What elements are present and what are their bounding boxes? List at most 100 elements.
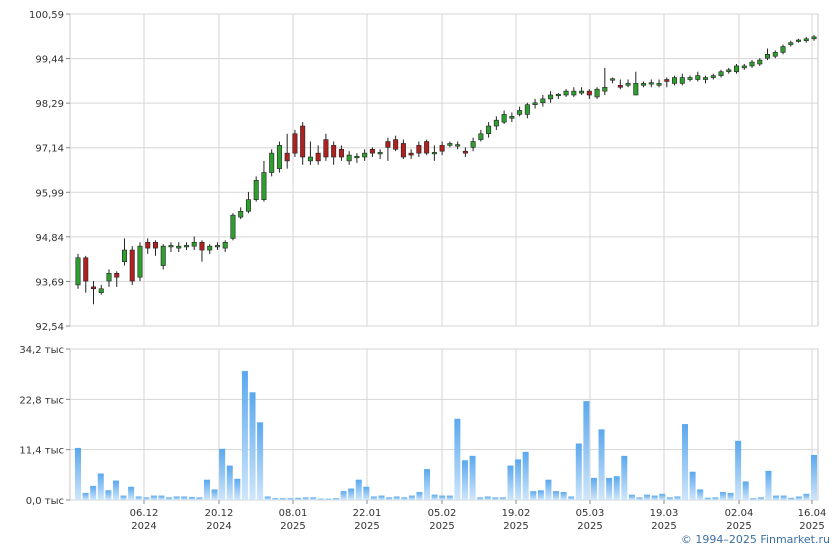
candle-up — [261, 172, 267, 200]
candle-down — [284, 152, 290, 162]
candle-up — [98, 288, 104, 293]
volume-bar — [226, 465, 233, 500]
volume-bar — [659, 493, 666, 500]
candle-up — [726, 69, 732, 73]
candle-up — [648, 82, 654, 85]
candle-up — [137, 245, 143, 278]
candle-down — [393, 139, 399, 150]
candle-up — [230, 214, 236, 239]
candle-up — [780, 46, 786, 53]
candle-up — [447, 143, 453, 146]
volume-bar — [598, 429, 605, 500]
candle-up — [160, 245, 166, 266]
price-tick-label: 99,44 — [35, 55, 64, 66]
volume-bar — [188, 496, 195, 500]
volume-bar — [241, 371, 248, 500]
volume-bar — [249, 392, 256, 500]
candle-up — [672, 77, 678, 84]
candle-up — [633, 83, 639, 96]
candle-up — [788, 42, 794, 45]
candle-up — [121, 249, 127, 262]
candle-up — [641, 83, 647, 86]
candle-up — [431, 152, 437, 155]
date-tick-label: 05.03 — [576, 508, 605, 519]
volume-bar — [742, 481, 749, 500]
candle-down — [292, 133, 298, 154]
candle-down — [323, 139, 329, 158]
volume-bar — [757, 497, 764, 500]
volume-bar — [173, 496, 180, 500]
volume-bar — [750, 498, 757, 500]
candle-up — [517, 110, 523, 115]
volume-bar — [211, 489, 218, 500]
price-tick-label: 95,99 — [35, 188, 64, 199]
candle-up — [207, 245, 213, 251]
candle-up — [486, 125, 492, 135]
volume-bar — [431, 494, 438, 500]
candles — [75, 34, 817, 305]
volume-bar — [370, 496, 377, 500]
candle-up — [354, 155, 360, 159]
candle-down — [385, 141, 391, 148]
volume-bar — [553, 491, 560, 500]
volume-bar — [636, 497, 643, 500]
volume-bar — [735, 440, 742, 500]
year-tick-label: 2025 — [354, 521, 379, 532]
candle-down — [408, 152, 414, 156]
candle-up — [563, 90, 569, 96]
candle-up — [718, 71, 724, 76]
volume-bar — [537, 490, 544, 500]
year-tick-label: 2025 — [503, 521, 528, 532]
volume-bar — [166, 497, 173, 500]
volume-bar — [363, 486, 370, 500]
candle-up — [470, 141, 476, 148]
candle-up — [796, 39, 802, 42]
volume-bar — [257, 422, 264, 500]
year-tick-label: 2025 — [726, 521, 751, 532]
volume-bar — [75, 447, 81, 500]
volume-bar — [446, 495, 453, 500]
candle-down — [462, 150, 468, 154]
candle-up — [493, 119, 499, 127]
candle-down — [114, 272, 120, 278]
date-tick-label: 19.03 — [650, 508, 679, 519]
volume-bar — [522, 451, 529, 500]
volume-bar — [302, 497, 309, 500]
candle-up — [532, 102, 538, 105]
volume-bar — [393, 496, 400, 500]
volume-bar — [295, 497, 302, 500]
candle-down — [315, 152, 321, 162]
volume-bar — [120, 495, 127, 500]
year-tick-label: 2025 — [280, 521, 305, 532]
candle-down — [416, 145, 422, 154]
volume-bar — [461, 460, 468, 500]
year-tick-label: 2025 — [651, 521, 676, 532]
volume-bar — [143, 497, 150, 500]
volume-bar — [477, 497, 484, 500]
volume-bar — [181, 496, 188, 500]
candle-down — [400, 143, 406, 158]
candle-up — [307, 156, 313, 162]
date-tick-label: 19.02 — [502, 508, 531, 519]
candle-down — [83, 257, 89, 282]
candle-up — [757, 59, 763, 65]
volume-bar — [613, 476, 620, 500]
volume-bar — [666, 497, 673, 500]
volume-bar — [439, 495, 446, 500]
candle-up — [734, 65, 740, 73]
candle-up — [524, 104, 530, 115]
candle-up — [765, 54, 771, 59]
grid — [69, 13, 819, 501]
date-tick-label: 06.12 — [130, 508, 159, 519]
volume-bar — [674, 496, 681, 500]
candle-down — [664, 79, 670, 82]
volume-bar — [348, 488, 355, 500]
volume-bar — [788, 497, 795, 500]
candle-down — [300, 125, 306, 158]
volume-bar — [530, 491, 537, 500]
year-tick-label: 2025 — [577, 521, 602, 532]
volume-bar — [340, 491, 347, 500]
volume-bar — [325, 498, 332, 500]
candle-up — [478, 133, 484, 140]
volume-bar — [492, 497, 499, 500]
